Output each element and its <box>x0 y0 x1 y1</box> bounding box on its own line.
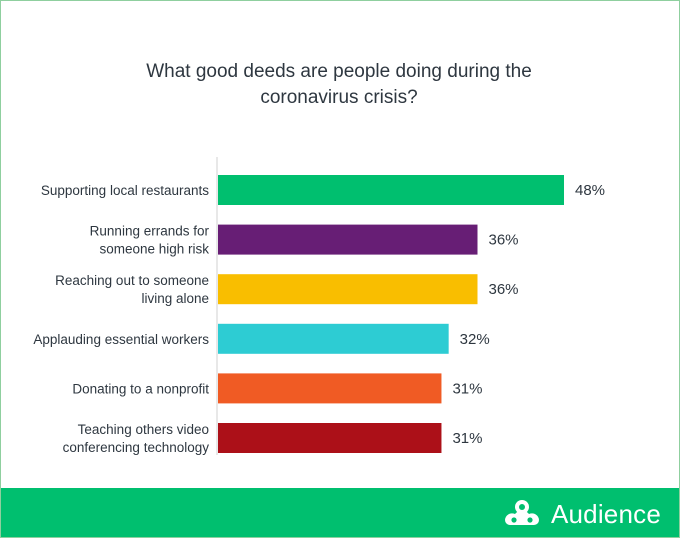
bar-2 <box>218 224 478 255</box>
value-label-2: 36% <box>489 232 519 249</box>
category-label-line: Running errands for <box>90 224 210 239</box>
category-label-3: Reaching out to someone living alone <box>55 273 209 306</box>
category-label-5: Donating to a nonprofit <box>72 381 209 396</box>
category-label-line: Reaching out to someone <box>55 273 209 288</box>
value-label-1: 48% <box>575 182 605 199</box>
bar-3 <box>218 274 478 305</box>
category-label-line: someone high risk <box>99 242 209 257</box>
brand: Audience <box>501 498 661 530</box>
bar-1 <box>218 175 564 205</box>
category-label-4: Applauding essential workers <box>33 332 209 347</box>
category-label-line: living alone <box>141 291 209 306</box>
bar-chart: 48% Supporting local restaurants 36% Runnin… <box>33 157 605 455</box>
bar-4 <box>218 323 449 354</box>
value-label-4: 32% <box>460 331 490 348</box>
category-label-line: conferencing technology <box>63 440 210 455</box>
brand-name: Audience <box>550 498 661 529</box>
value-label-5: 31% <box>452 380 482 397</box>
chart-title: What good deeds are people doing during … <box>1 59 677 111</box>
category-label-2: Running errands for someone high risk <box>90 224 210 257</box>
category-label-line: Applauding essential workers <box>33 332 209 347</box>
chart-title-line-2: coronavirus crisis? <box>260 87 418 108</box>
value-label-6: 31% <box>452 430 482 447</box>
footer-bar: Audience <box>1 488 679 537</box>
category-label-6: Teaching others video conferencing techno… <box>63 422 210 455</box>
audience-logo-icon <box>504 500 539 525</box>
category-label-1: Supporting local restaurants <box>41 183 209 198</box>
category-label-line: Supporting local restaurants <box>41 183 209 198</box>
chart-title-line-1: What good deeds are people doing during … <box>146 61 532 82</box>
category-label-line: Donating to a nonprofit <box>72 381 209 396</box>
category-label-line: Teaching others video <box>78 422 209 437</box>
value-label-3: 36% <box>489 281 519 298</box>
bar-5 <box>218 373 442 404</box>
bar-6 <box>218 423 442 453</box>
